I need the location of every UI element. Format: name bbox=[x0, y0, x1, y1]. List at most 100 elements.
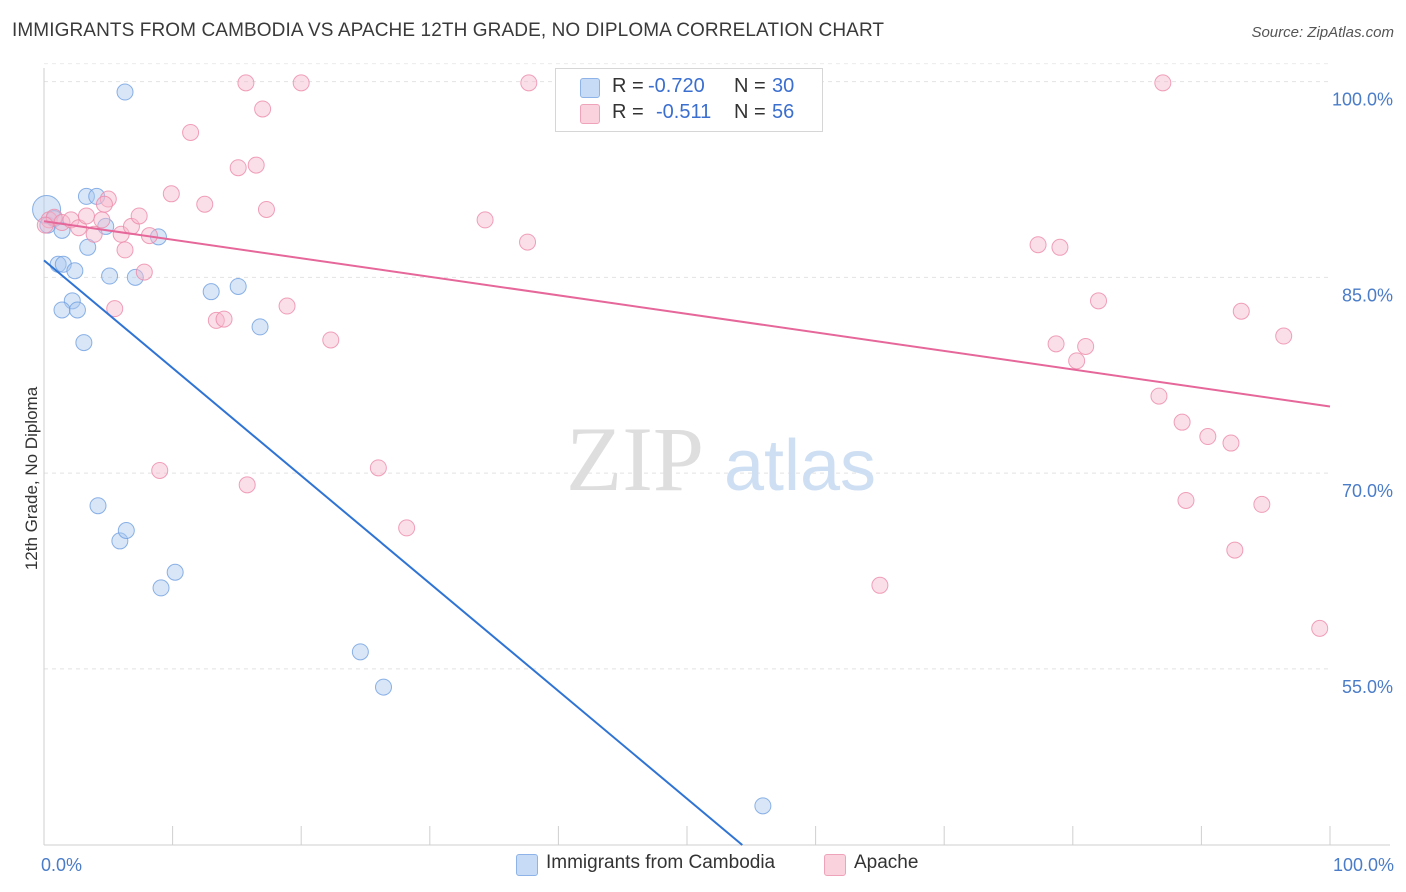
point-apache bbox=[229, 159, 247, 177]
point-apache bbox=[369, 459, 387, 477]
y-axis-title: 12th Grade, No Diploma bbox=[22, 386, 41, 570]
y-tick-label: 70.0% bbox=[1342, 481, 1393, 501]
point-apache bbox=[151, 461, 169, 479]
watermark: ZIP atlas bbox=[566, 408, 876, 510]
y-tick-label: 55.0% bbox=[1342, 677, 1393, 697]
swatch-cambodia bbox=[516, 854, 538, 876]
swatch-cambodia bbox=[580, 78, 600, 98]
point-cambodia bbox=[66, 262, 84, 280]
n-value: 30 bbox=[772, 75, 795, 97]
r-label: R = bbox=[612, 75, 644, 97]
r-value: -0.511 bbox=[656, 101, 712, 123]
point-apache bbox=[292, 74, 310, 92]
point-apache bbox=[322, 331, 340, 349]
point-cambodia bbox=[101, 267, 119, 285]
point-cambodia bbox=[68, 301, 86, 319]
point-cambodia bbox=[351, 643, 369, 661]
point-apache bbox=[77, 207, 95, 225]
point-apache bbox=[1199, 428, 1217, 446]
point-apache bbox=[1150, 387, 1168, 405]
point-cambodia bbox=[117, 521, 135, 539]
point-cambodia bbox=[111, 532, 129, 550]
point-apache bbox=[257, 200, 275, 218]
point-apache bbox=[93, 211, 111, 229]
point-cambodia bbox=[251, 318, 269, 336]
point-apache bbox=[182, 123, 200, 141]
point-cambodia bbox=[375, 678, 393, 696]
point-apache bbox=[196, 195, 214, 213]
point-cambodia bbox=[116, 83, 134, 101]
point-apache bbox=[36, 216, 54, 234]
series-legend: Immigrants from Cambodia Apache bbox=[0, 852, 1406, 878]
point-apache bbox=[116, 241, 134, 259]
point-apache bbox=[85, 225, 103, 243]
point-apache bbox=[1226, 541, 1244, 559]
point-apache bbox=[398, 519, 416, 537]
point-apache bbox=[1047, 335, 1065, 353]
r-label: R = bbox=[612, 101, 644, 123]
legend-label-cambodia: Immigrants from Cambodia bbox=[546, 852, 776, 873]
point-cambodia bbox=[202, 283, 220, 301]
trend-line-cambodia bbox=[43, 259, 743, 846]
x-tick-label: 100.0% bbox=[1333, 855, 1394, 875]
point-apache bbox=[95, 195, 113, 213]
point-cambodia bbox=[77, 187, 95, 205]
swatch-apache bbox=[580, 104, 600, 124]
trend-lines bbox=[43, 220, 1331, 846]
point-apache bbox=[1173, 413, 1191, 431]
point-apache bbox=[254, 100, 272, 118]
point-apache bbox=[1253, 495, 1271, 513]
point-apache bbox=[1154, 74, 1172, 92]
point-apache bbox=[1232, 302, 1250, 320]
axes bbox=[43, 68, 1390, 846]
point-apache bbox=[871, 576, 889, 594]
watermark-zip: ZIP bbox=[566, 408, 704, 510]
point-apache bbox=[162, 185, 180, 203]
point-cambodia bbox=[166, 563, 184, 581]
y-tick-label: 85.0% bbox=[1342, 285, 1393, 305]
point-apache bbox=[247, 156, 265, 174]
point-cambodia bbox=[53, 301, 71, 319]
trend-line-apache bbox=[43, 220, 1331, 408]
point-apache bbox=[1090, 292, 1108, 310]
legend-label-apache: Apache bbox=[854, 852, 919, 873]
point-apache bbox=[1311, 619, 1329, 637]
point-cambodia bbox=[754, 797, 772, 815]
point-cambodia bbox=[32, 194, 62, 224]
point-apache bbox=[1051, 238, 1069, 256]
point-apache bbox=[476, 211, 494, 229]
chart-title: IMMIGRANTS FROM CAMBODIA VS APACHE 12TH … bbox=[12, 20, 885, 41]
swatch-apache bbox=[824, 854, 846, 876]
n-value: 56 bbox=[772, 101, 795, 123]
point-apache bbox=[1275, 327, 1293, 345]
point-apache bbox=[1029, 236, 1047, 254]
point-apache bbox=[238, 476, 256, 494]
source-credit: Source: ZipAtlas.com bbox=[1251, 24, 1394, 41]
point-apache bbox=[1177, 491, 1195, 509]
point-apache bbox=[1068, 352, 1086, 370]
point-apache bbox=[520, 74, 538, 92]
point-cambodia bbox=[126, 268, 144, 286]
x-tick-label: 0.0% bbox=[41, 855, 82, 875]
point-apache bbox=[1222, 434, 1240, 452]
stats-legend: R = -0.720 N = 30 R = -0.511 N = 56 bbox=[555, 68, 823, 132]
point-apache bbox=[135, 263, 153, 281]
point-cambodia bbox=[152, 579, 170, 597]
point-cambodia bbox=[229, 277, 247, 295]
point-apache bbox=[1077, 337, 1095, 355]
point-apache bbox=[278, 297, 296, 315]
grid-lines bbox=[44, 63, 1330, 670]
point-apache bbox=[519, 233, 537, 251]
axis-labels: 100.0% 85.0% 70.0% 55.0% 0.0% 100.0% 12th Grad… bbox=[22, 90, 1394, 875]
n-label: N = bbox=[734, 75, 766, 97]
point-apache bbox=[106, 300, 124, 318]
r-value: -0.720 bbox=[648, 75, 705, 97]
point-cambodia bbox=[75, 334, 93, 352]
point-apache bbox=[237, 74, 255, 92]
point-cambodia bbox=[89, 497, 107, 515]
point-apache bbox=[215, 310, 233, 328]
data-points bbox=[32, 74, 1329, 815]
y-tick-label: 100.0% bbox=[1332, 90, 1393, 110]
point-apache bbox=[130, 207, 148, 225]
